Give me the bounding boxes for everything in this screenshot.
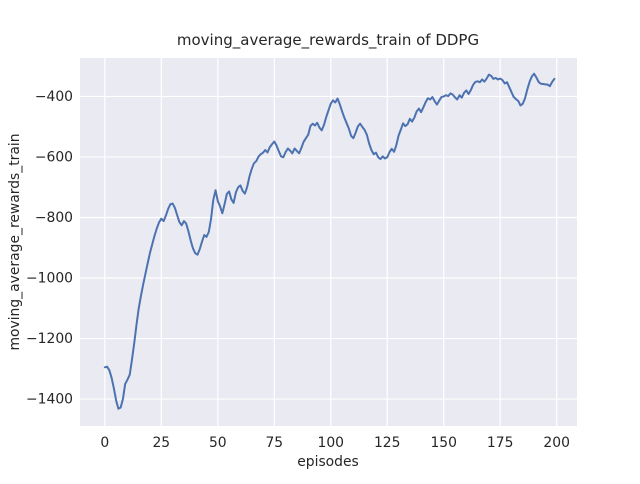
x-tick-label-100: 100 xyxy=(318,435,345,451)
gridlines xyxy=(80,58,577,426)
y-tick-label--800: −800 xyxy=(35,210,73,226)
y-axis-label: moving_average_rewards_train xyxy=(7,133,23,350)
y-tick-label--1000: −1000 xyxy=(26,271,73,287)
y-tick-labels: −400 −600 −800 −1000 −1200 −1400 xyxy=(26,89,73,408)
x-tick-label-25: 25 xyxy=(152,435,170,451)
series-line xyxy=(103,72,556,410)
chart-title: moving_average_rewards_train of DDPG xyxy=(177,31,479,50)
y-tick-label--400: −400 xyxy=(35,89,73,105)
x-tick-label-200: 200 xyxy=(543,435,570,451)
x-tick-labels: 0 25 50 75 100 125 150 175 200 xyxy=(100,435,569,451)
x-tick-label-0: 0 xyxy=(100,435,109,451)
plot-area xyxy=(80,58,577,426)
x-tick-label-50: 50 xyxy=(209,435,227,451)
y-tick-label--1200: −1200 xyxy=(26,331,73,347)
y-tick-label--1400: −1400 xyxy=(26,392,73,408)
x-tick-label-75: 75 xyxy=(265,435,283,451)
x-tick-label-150: 150 xyxy=(430,435,457,451)
y-tick-label--600: −600 xyxy=(35,149,73,165)
x-axis-label: episodes xyxy=(297,454,359,470)
x-tick-label-125: 125 xyxy=(374,435,401,451)
x-tick-label-175: 175 xyxy=(487,435,514,451)
